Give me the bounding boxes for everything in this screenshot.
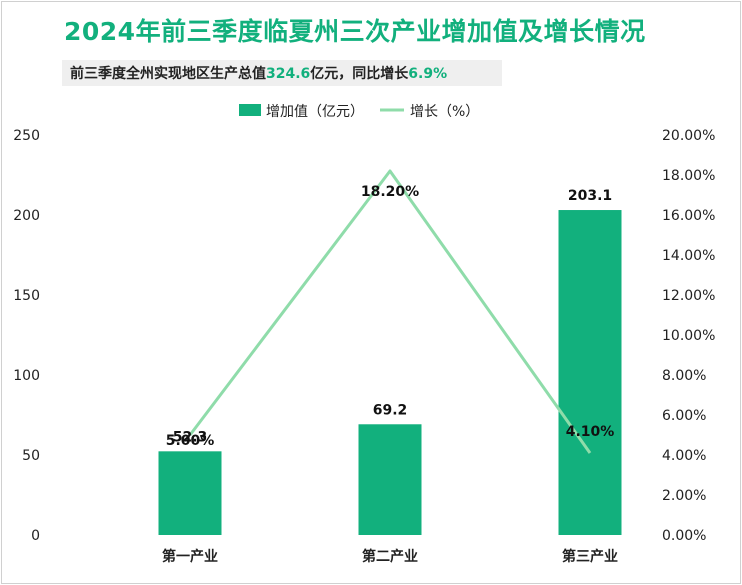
y-left-tick-label: 50 <box>22 448 40 464</box>
y-left-tick-label: 0 <box>31 528 40 544</box>
y-right-tick-label: 6.00% <box>662 408 706 424</box>
y-right-tick-label: 0.00% <box>662 528 706 544</box>
bar <box>358 424 422 535</box>
legend: 增加值（亿元） 增长（%） <box>239 104 479 120</box>
y-left-tick-label: 250 <box>13 128 40 144</box>
y-axis-right: 0.00% 2.00% 4.00% 6.00% 8.00% 10.00% 12.00% 14.… <box>662 128 715 544</box>
x-axis: 第一产业 第二产业 第三产业 <box>162 548 618 565</box>
subtitle-gdp-value: 324.6 <box>266 66 311 82</box>
subtitle-background <box>62 60 502 86</box>
x-category-label: 第二产业 <box>362 548 418 565</box>
y-left-tick-label: 150 <box>13 288 40 304</box>
line-value-label: 4.10% <box>566 424 615 440</box>
y-left-tick-label: 200 <box>13 208 40 224</box>
legend-bar-swatch <box>239 104 261 116</box>
data-labels: 52.3 69.2 203.1 5.00% 18.20% 4.10% <box>166 184 615 449</box>
chart-title: 2024年前三季度临夏州三次产业增加值及增长情况 <box>64 17 646 46</box>
subtitle-mid: 亿元，同比增长 <box>310 66 409 82</box>
line-value-label: 5.00% <box>166 433 215 449</box>
subtitle-prefix: 前三季度全州实现地区生产总值 <box>70 66 266 82</box>
growth-line <box>188 169 592 454</box>
bar-value-label: 203.1 <box>568 188 612 204</box>
legend-bar-label: 增加值（亿元） <box>266 104 364 120</box>
bar-value-label: 52.3 <box>173 429 208 445</box>
chart-subtitle: 前三季度全州实现地区生产总值324.6亿元，同比增长6.9% <box>70 63 447 83</box>
y-right-tick-label: 18.00% <box>662 168 715 184</box>
y-right-tick-label: 4.00% <box>662 448 706 464</box>
y-right-tick-label: 20.00% <box>662 128 715 144</box>
bar-value-label: 69.2 <box>373 402 408 418</box>
bar-series <box>158 210 622 536</box>
y-right-tick-label: 8.00% <box>662 368 706 384</box>
y-right-tick-label: 10.00% <box>662 328 715 344</box>
line-value-label: 18.20% <box>361 184 419 200</box>
y-axis-left: 0 50 100 150 200 250 <box>13 128 40 544</box>
x-category-label: 第三产业 <box>562 548 618 565</box>
y-right-tick-label: 12.00% <box>662 288 715 304</box>
y-right-tick-label: 16.00% <box>662 208 715 224</box>
y-left-tick-label: 100 <box>13 368 40 384</box>
y-right-tick-label: 14.00% <box>662 248 715 264</box>
subtitle-growth-value: 6.9% <box>408 66 448 82</box>
line-series <box>188 169 592 454</box>
bar <box>558 210 622 536</box>
y-right-tick-label: 2.00% <box>662 488 706 504</box>
x-category-label: 第一产业 <box>162 548 218 565</box>
bar <box>158 451 222 535</box>
legend-line-label: 增长（%） <box>410 104 479 120</box>
